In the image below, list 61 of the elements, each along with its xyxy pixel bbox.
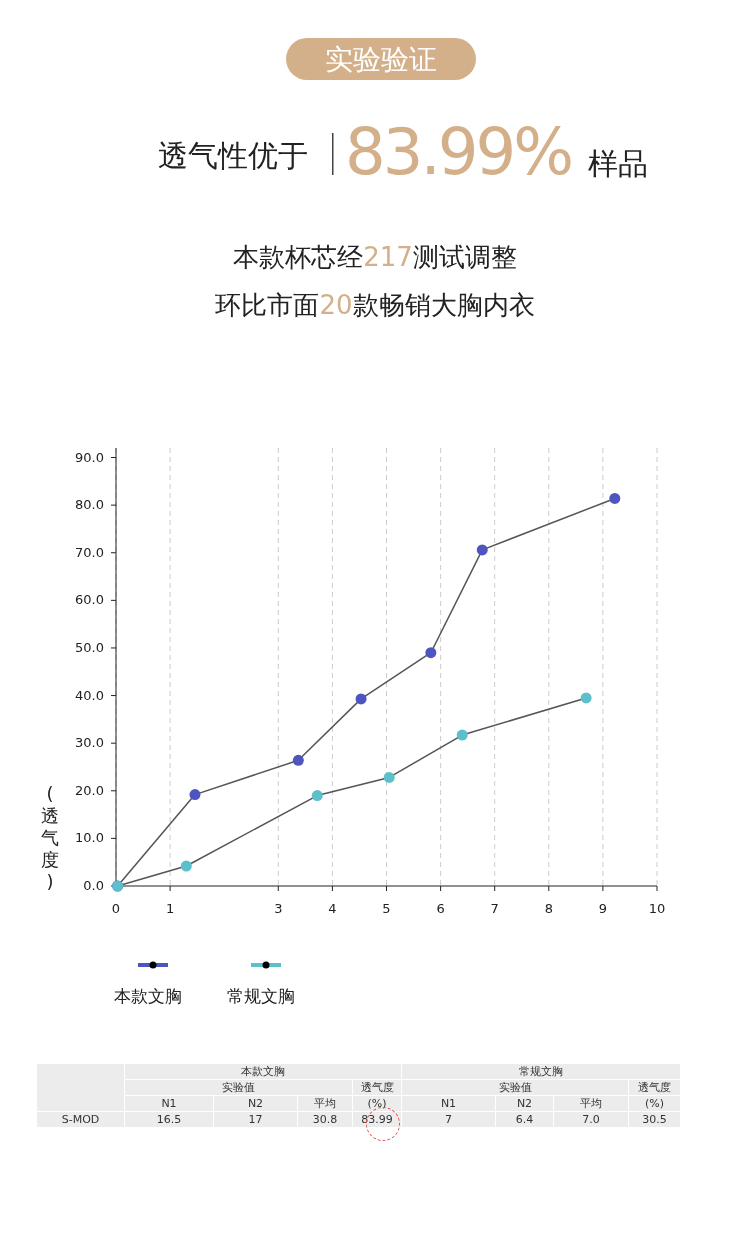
x-tick-label: 6: [436, 901, 445, 916]
legend-label: 常规文胸: [227, 986, 295, 1006]
y-tick-label: 80.0: [75, 497, 104, 513]
category-label: N1: [401, 1095, 496, 1112]
text: 30.8: [312, 1113, 338, 1126]
y-tick-label: 50.0: [75, 639, 104, 655]
text: 本款杯芯经217测试调整: [233, 242, 517, 272]
point: [292, 754, 304, 766]
y-tick-label: 10.0: [75, 830, 104, 846]
x-tick-label: 9: [598, 901, 608, 916]
point: [425, 647, 437, 659]
point: [180, 860, 192, 872]
legend-label: 本款文胸: [114, 986, 182, 1006]
point: [609, 492, 621, 504]
x-tick-label: 8: [544, 901, 553, 916]
x-tick-label: 5: [382, 901, 391, 916]
category-label: N1: [124, 1095, 214, 1112]
text: 透气度: [628, 1079, 681, 1096]
text: 17: [248, 1113, 263, 1126]
text: 6.4: [515, 1113, 534, 1126]
point: [189, 789, 201, 801]
chart-title: 实验验证: [325, 43, 437, 76]
text: 实验值: [401, 1079, 629, 1096]
text: 30.5: [642, 1113, 667, 1126]
text: 实验值: [124, 1079, 353, 1096]
category-label: S-MOD: [61, 1113, 100, 1126]
category-label: N2: [495, 1095, 554, 1112]
point: [476, 544, 488, 556]
point: [311, 790, 323, 802]
x-tick-label: 1: [165, 901, 175, 916]
text: 环比市面20款畅销大胸内衣: [215, 290, 535, 320]
y-tick-label: 30.0: [75, 735, 104, 751]
y-tick-label: 90.0: [75, 449, 104, 465]
x-tick-label: 7: [490, 901, 499, 916]
text: 7: [445, 1113, 452, 1126]
category-label: N2: [213, 1095, 298, 1112]
x-tick-label: 10: [648, 901, 666, 916]
text: 16.5: [156, 1113, 182, 1126]
point: [580, 692, 592, 704]
category-label: 平均: [553, 1095, 629, 1112]
y-tick-label: 70.0: [75, 544, 104, 560]
x-tick-label: 0: [111, 901, 121, 916]
y-tick-label: 0.0: [83, 878, 104, 893]
category-label: 平均: [297, 1095, 353, 1112]
text: 7.0: [582, 1113, 600, 1126]
point: [456, 729, 468, 741]
y-tick-label: 20.0: [75, 782, 104, 798]
x-tick-label: 3: [274, 901, 283, 916]
y-tick-label: 60.0: [75, 592, 104, 608]
text: 常规文胸: [401, 1063, 681, 1080]
category-label: (%): [352, 1095, 402, 1112]
x-tick-label: 4: [328, 901, 337, 916]
text: 83.99: [361, 1113, 393, 1126]
y-tick-label: 40.0: [75, 687, 104, 703]
text: 透气性优于 83.99% 样品: [158, 115, 649, 189]
category-label: (%): [628, 1095, 681, 1112]
point: [355, 693, 367, 705]
point: [383, 771, 395, 783]
y-axis-title: (透气度): [41, 783, 59, 892]
text: 透气度: [352, 1079, 402, 1096]
text: 本款文胸: [124, 1063, 402, 1080]
